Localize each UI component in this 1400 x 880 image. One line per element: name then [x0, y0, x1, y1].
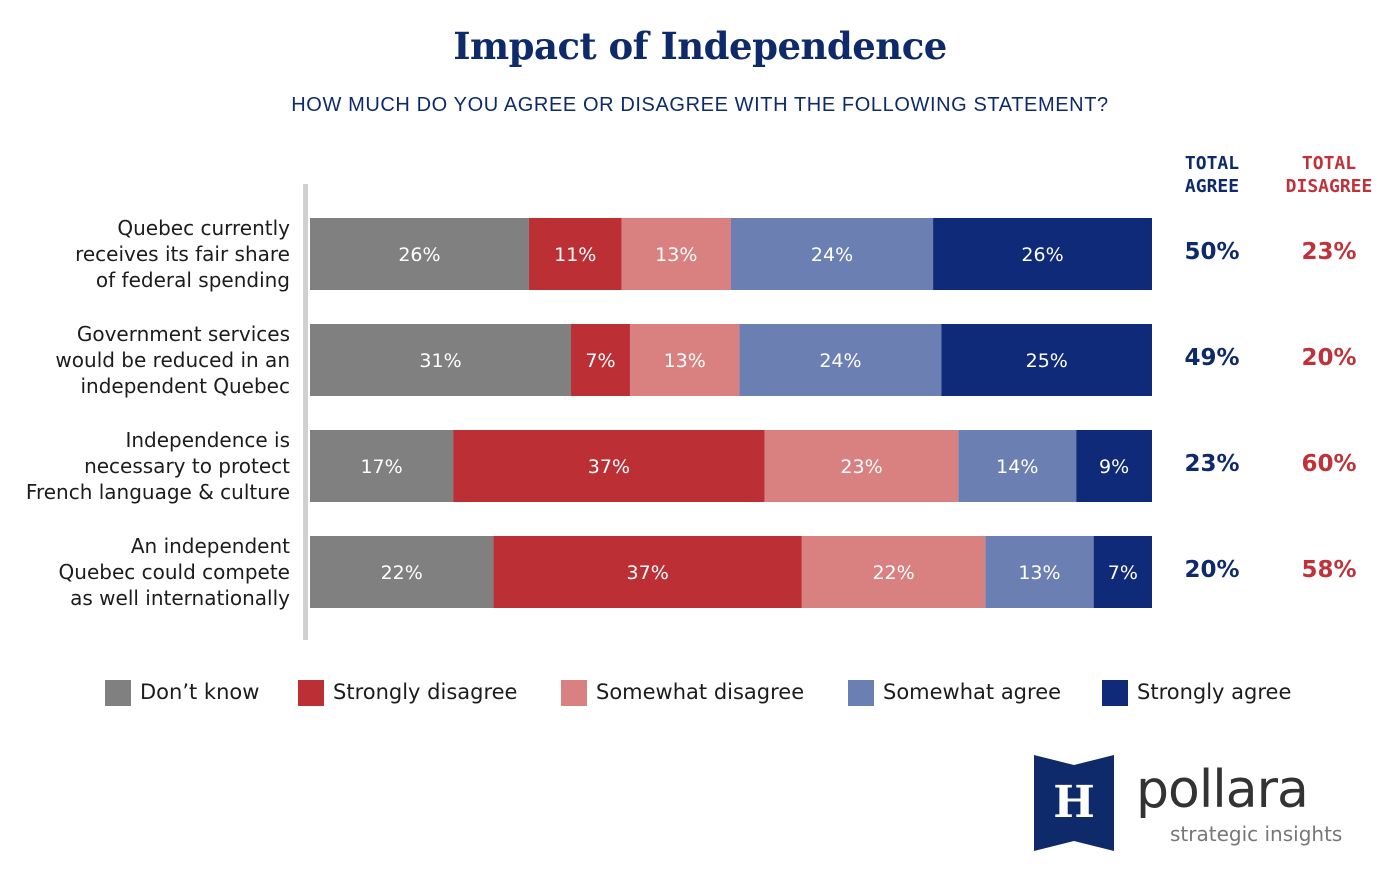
row-label-line: Government services: [76, 322, 290, 346]
total-disagree-header-line1: TOTAL: [1301, 153, 1357, 174]
row-label-line: French language & culture: [25, 480, 290, 504]
legend-label: Strongly agree: [1137, 680, 1292, 704]
bar-segment: [453, 430, 765, 502]
legend-swatch: [1102, 680, 1128, 706]
bar-value-label: 13%: [1018, 562, 1060, 584]
total-disagree-value: 58%: [1301, 557, 1357, 583]
legend-swatch: [105, 680, 131, 706]
row-label-line: receives its fair share: [75, 242, 290, 266]
bar-segment: [739, 324, 942, 396]
bar-value-label: 9%: [1099, 456, 1129, 478]
bar-segment: [310, 324, 572, 396]
row-label-line: necessary to protect: [84, 454, 290, 478]
bar-segment: [1076, 430, 1152, 502]
bar-value-label: 24%: [811, 244, 853, 266]
total-agree-value: 49%: [1184, 345, 1240, 371]
legend-label: Don’t know: [140, 680, 260, 704]
total-agree-header-line1: TOTAL: [1184, 153, 1240, 174]
row-label-line: Independence is: [125, 428, 290, 452]
total-agree-header: TOTAL AGREE: [1162, 152, 1262, 198]
bar-segment: [764, 430, 959, 502]
bar-segment: [801, 536, 986, 608]
bar-value-label: 13%: [664, 350, 706, 372]
row-label-line: independent Quebec: [80, 374, 290, 398]
bar-segment: [985, 536, 1094, 608]
bar-value-label: 13%: [655, 244, 697, 266]
bar-value-label: 7%: [585, 350, 615, 372]
bar-value-label: 31%: [419, 350, 461, 372]
bar-value-label: 26%: [398, 244, 440, 266]
bar-value-label: 17%: [360, 456, 402, 478]
total-agree-value: 50%: [1184, 239, 1240, 265]
total-agree-header-line2: AGREE: [1184, 176, 1240, 197]
legend-label: Somewhat agree: [883, 680, 1062, 704]
row-label: An independent Quebec could compete as wel…: [20, 533, 290, 611]
total-disagree-value: 23%: [1301, 239, 1357, 265]
bar-value-label: 23%: [840, 456, 882, 478]
category-axis-line: [303, 184, 308, 640]
legend-swatch: [848, 680, 874, 706]
bar-value-label: 37%: [627, 562, 669, 584]
emblem-shield: [1034, 755, 1114, 851]
chart-title: Impact of Independence: [453, 24, 947, 68]
row-label-line: of federal spending: [95, 268, 290, 292]
total-disagree-value: 20%: [1301, 345, 1357, 371]
row-label-line: would be reduced in an: [55, 348, 290, 372]
bar-segment: [493, 536, 802, 608]
bar-segment: [958, 430, 1077, 502]
bar-segment: [629, 324, 740, 396]
legend-swatch: [561, 680, 587, 706]
total-disagree-header-line2: DISAGREE: [1285, 176, 1373, 197]
row-label-line: Quebec could compete: [58, 560, 290, 584]
row-label: Government services would be reduced in a…: [20, 321, 290, 399]
row-label-line: Quebec currently: [117, 216, 290, 240]
total-agree-value: 23%: [1184, 451, 1240, 477]
legend: Don’t know Strongly disagree Somewhat disa…: [0, 678, 1400, 710]
legend-label: Strongly disagree: [333, 680, 518, 704]
bar-value-label: 37%: [588, 456, 630, 478]
row-label-line: as well internationally: [70, 586, 290, 610]
total-agree-value: 20%: [1184, 557, 1240, 583]
total-disagree-header: TOTAL DISAGREE: [1268, 152, 1390, 198]
bar-value-label: 26%: [1021, 244, 1063, 266]
row-label: Independence is necessary to protect Frenc…: [20, 427, 290, 505]
bar-segment: [571, 324, 630, 396]
bar-segment: [1093, 536, 1152, 608]
bar-segment: [528, 218, 622, 290]
bar-segment: [310, 430, 454, 502]
bar-value-label: 22%: [381, 562, 423, 584]
emblem-letter: H: [1053, 777, 1095, 828]
bar-segment: [731, 218, 934, 290]
row-label-line: An independent: [130, 534, 290, 558]
bar-segment: [310, 536, 494, 608]
pollara-tagline: strategic insights: [1170, 822, 1343, 846]
row-label: Quebec currently receives its fair share o…: [20, 215, 290, 293]
chart-subtitle: HOW MUCH DO YOU AGREE OR DISAGREE WITH T…: [291, 94, 1109, 116]
bar-value-label: 7%: [1108, 562, 1138, 584]
bar-value-label: 22%: [872, 562, 914, 584]
bar-value-label: 11%: [554, 244, 596, 266]
bar-segment: [310, 218, 529, 290]
legend-swatch: [298, 680, 324, 706]
legend-label: Somewhat disagree: [596, 680, 805, 704]
bar-segment: [621, 218, 731, 290]
pollara-emblem-icon: H: [1034, 755, 1114, 851]
bar-segment: [933, 218, 1152, 290]
pollara-wordmark: pollara: [1136, 760, 1309, 820]
bar-segment: [941, 324, 1152, 396]
total-disagree-value: 60%: [1301, 451, 1357, 477]
bar-value-label: 25%: [1026, 350, 1068, 372]
bar-value-label: 14%: [996, 456, 1038, 478]
bar-value-label: 24%: [819, 350, 861, 372]
